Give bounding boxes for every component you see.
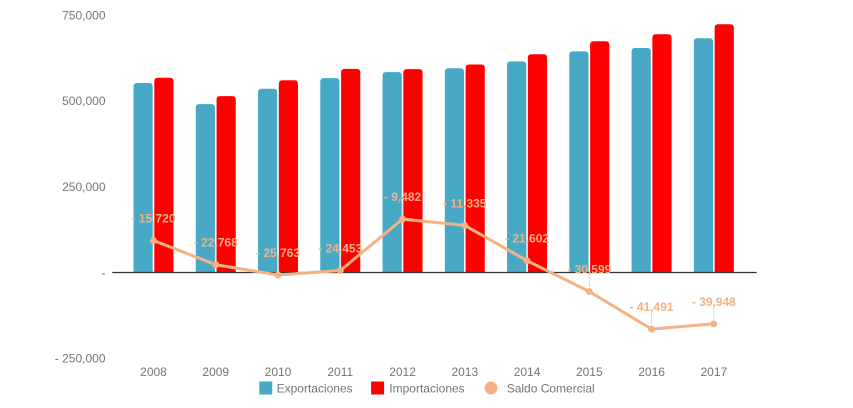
svg-text:- 15,720: - 15,720 [131, 212, 175, 226]
svg-text:250,000: 250,000 [62, 180, 106, 194]
svg-text:- 24,453: - 24,453 [318, 242, 362, 256]
svg-text:- 250,000: - 250,000 [55, 352, 106, 366]
svg-text:2015: 2015 [576, 365, 603, 379]
svg-text:Saldo Comercial: Saldo Comercial [507, 381, 595, 395]
svg-text:2014: 2014 [514, 365, 541, 379]
svg-text:2010: 2010 [265, 365, 292, 379]
svg-text:2017: 2017 [700, 365, 727, 379]
svg-text:2013: 2013 [451, 365, 478, 379]
svg-text:2008: 2008 [140, 365, 167, 379]
svg-text:2009: 2009 [202, 365, 229, 379]
svg-text:Exportaciones: Exportaciones [277, 381, 353, 395]
svg-text:- 41,491: - 41,491 [630, 300, 674, 314]
svg-text:- 22,768: - 22,768 [194, 236, 238, 250]
svg-text:Importaciones: Importaciones [389, 381, 464, 395]
svg-text:500,000: 500,000 [62, 94, 106, 108]
svg-text:- 39,948: - 39,948 [692, 295, 736, 309]
svg-text:- 9,482: - 9,482 [384, 190, 422, 204]
svg-text:- 11,335: - 11,335 [443, 196, 487, 210]
svg-text:-: - [102, 266, 106, 280]
svg-text:- 30,599: - 30,599 [567, 263, 611, 277]
svg-text:- 21,602: - 21,602 [505, 232, 549, 246]
svg-text:2011: 2011 [327, 365, 353, 379]
svg-text:- 25,763: - 25,763 [256, 246, 300, 260]
svg-text:750,000: 750,000 [62, 8, 106, 22]
svg-text:2012: 2012 [389, 365, 416, 379]
svg-text:2016: 2016 [638, 365, 665, 379]
